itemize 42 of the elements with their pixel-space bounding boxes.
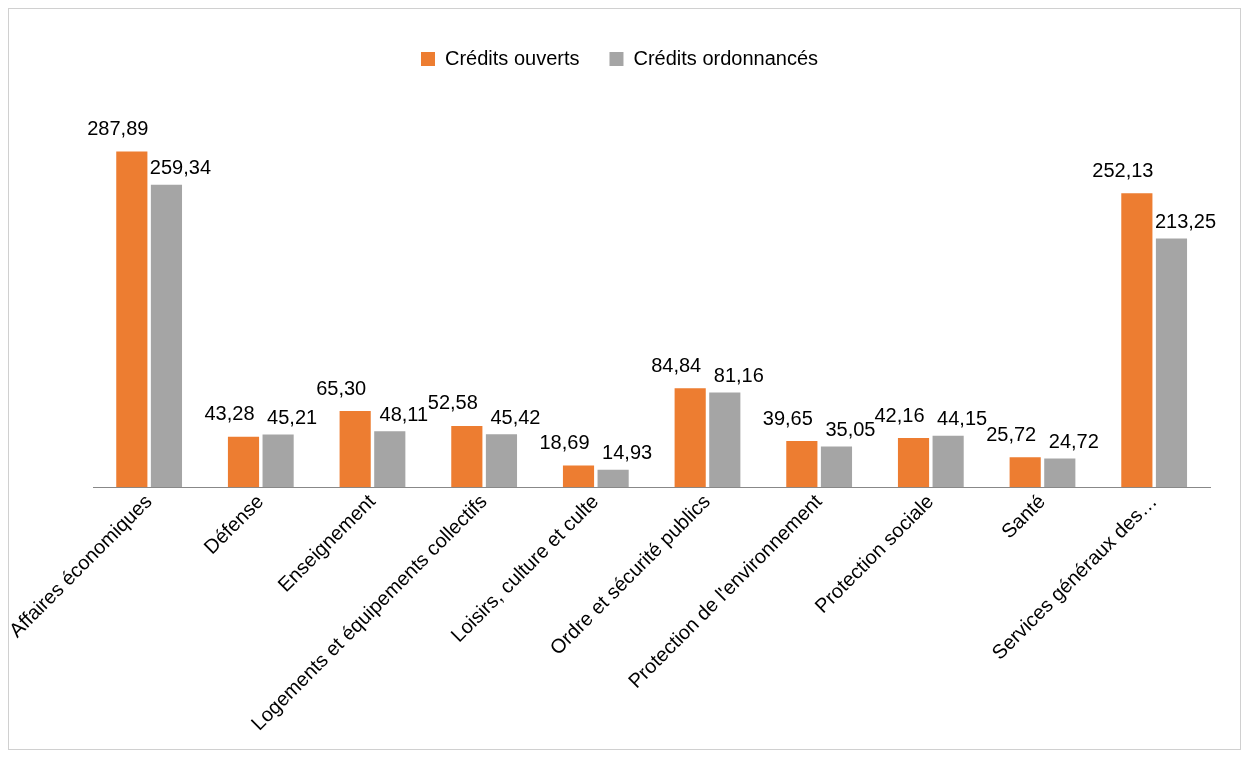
bar <box>674 388 706 488</box>
data-label: 44,15 <box>937 407 988 430</box>
legend-label: Crédits ouverts <box>444 46 580 69</box>
bar <box>786 441 818 488</box>
data-label: 18,69 <box>539 430 590 453</box>
bar <box>339 411 371 488</box>
bar <box>262 434 294 488</box>
data-label: 35,05 <box>825 417 876 440</box>
data-label: 81,16 <box>713 364 764 387</box>
data-label: 43,28 <box>204 402 255 425</box>
bar <box>1121 193 1153 488</box>
bar <box>709 392 741 488</box>
legend-label: Crédits ordonnancés <box>633 46 819 69</box>
data-label: 287,89 <box>87 116 149 139</box>
data-label: 24,72 <box>1048 429 1099 452</box>
bar <box>116 151 148 488</box>
bar <box>150 184 183 488</box>
bar <box>597 469 629 488</box>
bar <box>820 446 853 488</box>
data-label: 14,93 <box>602 441 653 464</box>
bar <box>451 425 483 488</box>
data-label: 52,58 <box>427 391 478 414</box>
data-label: 48,11 <box>379 402 429 425</box>
bar <box>485 434 518 488</box>
bar <box>897 438 930 488</box>
bar <box>374 431 406 488</box>
data-label: 45,42 <box>490 405 541 428</box>
data-label: 84,84 <box>651 353 702 376</box>
bar <box>227 436 260 488</box>
data-label: 42,16 <box>874 403 925 426</box>
data-label: 252,13 <box>1092 158 1154 181</box>
bar <box>1009 457 1041 488</box>
data-label: 25,72 <box>986 422 1037 445</box>
bar <box>1155 238 1188 488</box>
data-label: 39,65 <box>762 406 813 429</box>
data-label: 259,34 <box>149 156 212 179</box>
bar <box>1044 458 1076 488</box>
data-label: 213,25 <box>1154 210 1217 233</box>
bar <box>562 465 595 488</box>
bar <box>932 435 964 488</box>
data-label: 65,30 <box>316 376 367 399</box>
data-label: 45,21 <box>267 406 318 429</box>
